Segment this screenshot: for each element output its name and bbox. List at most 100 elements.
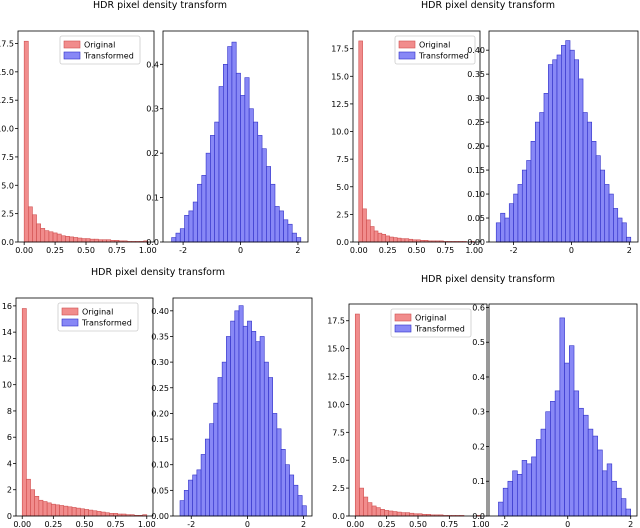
- y-tick-label: 0.3: [146, 105, 159, 114]
- x-tick-label: -2: [510, 246, 518, 255]
- histogram-bar: [280, 449, 286, 517]
- histogram-bar: [564, 362, 570, 517]
- histogram-bar: [93, 238, 99, 243]
- histogram-bar: [409, 512, 415, 517]
- y-tick-label: 0.20: [151, 409, 169, 418]
- histogram-bar: [396, 511, 402, 517]
- y-tick-label: 0.0: [336, 238, 349, 247]
- legend: Original Transformed: [394, 35, 476, 65]
- x-tick-label: 0.00: [13, 520, 31, 528]
- y-tick-label: 0.0: [146, 238, 159, 247]
- histogram-bar: [283, 219, 289, 243]
- histogram-bar: [276, 428, 282, 517]
- histogram-bar: [65, 236, 70, 243]
- histogram-bar: [270, 183, 276, 243]
- x-tick-label: 2: [628, 520, 633, 528]
- histogram-bar: [359, 487, 364, 517]
- histogram-bar: [384, 510, 390, 517]
- histogram-bar: [55, 504, 60, 517]
- histogram-bar: [244, 77, 250, 243]
- histogram-bar: [504, 217, 510, 243]
- y-tick-label: 0.00: [151, 512, 169, 521]
- histogram-bar: [550, 401, 556, 517]
- histogram-bar: [526, 463, 532, 517]
- histogram-bar: [30, 489, 35, 517]
- histogram-bar: [559, 317, 565, 517]
- histogram-bar: [582, 112, 588, 243]
- histogram-bar: [88, 509, 94, 517]
- histogram-bar: [179, 500, 185, 517]
- x-tick-label: 0: [245, 520, 250, 528]
- histogram-bar: [84, 509, 89, 517]
- legend: Original Transformed: [59, 35, 141, 65]
- histogram-bar: [26, 478, 31, 517]
- histogram-bar: [375, 507, 381, 517]
- histogram-bar: [36, 223, 41, 243]
- histogram-bar: [238, 305, 244, 517]
- histogram-bar: [602, 470, 608, 517]
- y-tick-label: 14: [2, 328, 12, 337]
- histogram-bar: [367, 502, 373, 517]
- histogram-bar: [568, 345, 575, 517]
- axes-frame: [488, 30, 639, 243]
- histogram-bar: [604, 184, 610, 243]
- legend-label: Transformed: [83, 52, 134, 61]
- x-tick-label: 0.75: [108, 246, 126, 255]
- legend-swatch: [394, 313, 412, 322]
- y-tick-label: 0.05: [467, 214, 485, 223]
- y-tick-label: 8: [7, 407, 12, 416]
- y-tick-label: 12.5: [0, 96, 14, 105]
- histogram-bar: [200, 454, 206, 517]
- histogram-bar: [247, 320, 252, 517]
- histogram-bar: [616, 487, 622, 517]
- histogram-bar: [495, 222, 501, 243]
- y-tick-label: 7.5: [1, 153, 14, 162]
- histogram-bar: [508, 203, 514, 243]
- histogram-bar: [517, 473, 523, 517]
- histogram-bar: [405, 512, 410, 517]
- x-tick-label: 0.25: [378, 520, 396, 528]
- histogram-bar: [73, 237, 79, 243]
- histogram-bar: [188, 210, 194, 243]
- histogram-bar: [188, 479, 193, 517]
- histogram-bar: [197, 183, 203, 243]
- y-tick-label: 0.2: [146, 149, 159, 158]
- histogram-bar: [371, 505, 377, 517]
- y-tick-label: 0.2: [472, 442, 485, 451]
- histogram-bar: [218, 86, 224, 243]
- histogram-bar: [227, 46, 233, 243]
- histogram-bar: [363, 496, 369, 517]
- histogram-bar: [71, 507, 77, 517]
- histogram-bar: [179, 228, 185, 243]
- histogram-bar: [235, 72, 241, 243]
- y-tick-label: 0.35: [151, 332, 169, 341]
- histogram-bar: [100, 511, 106, 517]
- histogram-bar: [196, 469, 202, 517]
- y-tick-label: 5.0: [332, 456, 345, 465]
- y-tick-label: 0.3: [472, 408, 485, 417]
- y-tick-label: 10: [2, 381, 12, 390]
- histogram-bar: [587, 428, 594, 517]
- y-tick-label: 12.5: [331, 100, 349, 109]
- histogram-bar: [521, 460, 528, 517]
- histogram-bar: [48, 231, 54, 243]
- x-tick-label: 0: [238, 246, 243, 255]
- histogram-bar: [85, 238, 91, 243]
- y-tick-label: 0.15: [151, 435, 169, 444]
- histogram-bar: [242, 325, 248, 517]
- histogram-bar: [274, 206, 280, 243]
- subplot-title: HDR pixel density transform: [91, 267, 225, 278]
- y-tick-label: 0.4: [146, 60, 159, 69]
- y-tick-label: 0.10: [151, 461, 169, 470]
- histogram-bar: [251, 331, 257, 517]
- y-tick-label: 0.20: [467, 142, 485, 151]
- histogram-bar: [620, 498, 627, 517]
- y-tick-label: 0.0: [1, 238, 14, 247]
- histogram-bar: [34, 495, 40, 517]
- legend-swatch: [61, 307, 79, 316]
- histogram-bar: [381, 233, 386, 243]
- x-tick-label: 0.50: [409, 520, 427, 528]
- histogram-bar: [625, 508, 631, 517]
